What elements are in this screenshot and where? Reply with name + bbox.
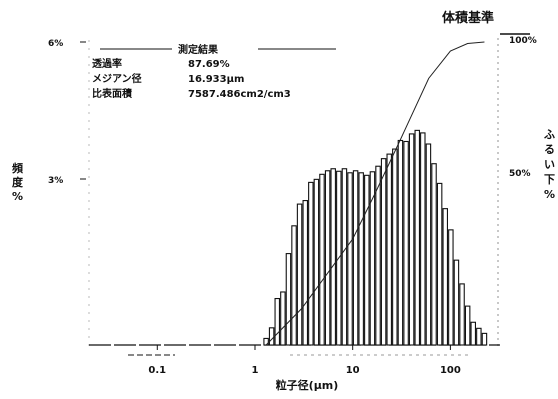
bar bbox=[464, 305, 471, 346]
right-axis: 100% 50% bbox=[497, 36, 537, 346]
bar bbox=[313, 178, 320, 346]
bar bbox=[397, 139, 404, 346]
bars-layer bbox=[263, 129, 488, 346]
bar bbox=[308, 181, 314, 346]
left-axis-label-char-1: 度 bbox=[12, 175, 24, 189]
bar bbox=[386, 153, 392, 346]
bar bbox=[459, 283, 465, 346]
bar bbox=[369, 171, 376, 346]
bar bbox=[285, 253, 292, 346]
bar bbox=[453, 259, 460, 346]
bar bbox=[408, 133, 415, 346]
x-tick-label: 100 bbox=[440, 365, 461, 376]
bar bbox=[324, 170, 331, 346]
results-heading: 測定結果 bbox=[178, 43, 219, 56]
x-ticks-layer: 0.1 1 10 100 bbox=[148, 345, 461, 376]
bar bbox=[431, 163, 437, 346]
chart-title: 体積基準 bbox=[442, 10, 494, 26]
bar bbox=[420, 132, 426, 346]
right-axis-label-char-3: 下 bbox=[544, 173, 555, 186]
bar bbox=[291, 225, 297, 346]
right-axis-label-char-4: % bbox=[544, 188, 555, 201]
transmittance-value: 87.69% bbox=[188, 59, 230, 70]
bar bbox=[319, 173, 325, 346]
cumulative-curve bbox=[265, 41, 485, 346]
transmittance-label: 透過率 bbox=[92, 57, 122, 70]
x-tick-label: 0.1 bbox=[148, 365, 166, 376]
bar bbox=[268, 327, 275, 346]
bar bbox=[302, 200, 309, 346]
specific-surface-value: 7587.486cm2/cm3 bbox=[188, 89, 291, 100]
right-axis-label-char-1: る bbox=[544, 143, 555, 156]
bar bbox=[274, 297, 280, 346]
bar bbox=[280, 291, 286, 346]
bar bbox=[375, 165, 381, 346]
right-axis-label-char-0: ふ bbox=[544, 128, 555, 141]
bar bbox=[442, 208, 448, 346]
left-axis-label-char-0: 頻 bbox=[12, 161, 23, 175]
bar bbox=[347, 172, 353, 346]
median-diameter-value: 16.933μm bbox=[188, 74, 244, 85]
left-axis-label: 頻 度 % bbox=[12, 161, 24, 203]
left-tick-label-6: 6% bbox=[48, 39, 63, 49]
specific-surface-label: 比表面積 bbox=[92, 87, 133, 100]
median-diameter-label: メジアン径 bbox=[92, 72, 142, 85]
right-tick-label-100: 100% bbox=[509, 36, 537, 46]
right-axis-label: ふ る い 下 % bbox=[544, 128, 555, 201]
bar bbox=[414, 129, 420, 346]
bar bbox=[425, 143, 432, 346]
bar bbox=[358, 172, 364, 346]
left-tick-label-3: 3% bbox=[48, 176, 63, 186]
bar bbox=[448, 229, 454, 346]
bar bbox=[341, 168, 348, 346]
x-axis-label: 粒子径(μm) bbox=[276, 378, 339, 392]
bar bbox=[380, 158, 387, 346]
bar bbox=[403, 140, 409, 346]
x-tick-label: 1 bbox=[252, 365, 259, 376]
bar bbox=[296, 203, 303, 346]
bar bbox=[364, 174, 370, 346]
x-tick-label: 10 bbox=[346, 365, 360, 376]
left-axis: 6% 3% bbox=[48, 39, 86, 186]
right-tick-label-50: 50% bbox=[509, 169, 531, 179]
measurement-results: 測定結果 透過率 87.69% メジアン径 16.933μm 比表面積 7587… bbox=[92, 43, 336, 100]
left-axis-label-char-2: % bbox=[12, 190, 23, 203]
bar bbox=[352, 170, 359, 346]
bar bbox=[330, 168, 336, 346]
bar bbox=[470, 321, 476, 346]
bar bbox=[476, 327, 482, 346]
right-axis-label-char-2: い bbox=[544, 158, 555, 171]
bar bbox=[481, 332, 488, 346]
bar bbox=[436, 182, 443, 346]
bar bbox=[392, 148, 398, 346]
